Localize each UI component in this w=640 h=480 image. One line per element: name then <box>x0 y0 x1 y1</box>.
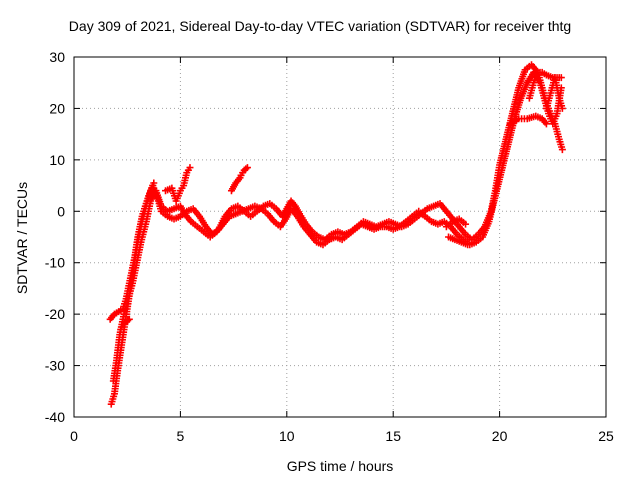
axis-ticks: 0 5 10 15 20 25 -40 -30 -20 -10 0 10 20 30 <box>45 49 614 444</box>
data-point <box>542 120 550 128</box>
y-tick-label: 10 <box>49 152 65 168</box>
y-tick-label: -30 <box>45 358 65 374</box>
data-point <box>125 315 133 323</box>
data-point <box>558 146 566 154</box>
data-point <box>557 74 565 82</box>
y-tick-label: -10 <box>45 255 65 271</box>
data-point <box>150 179 158 187</box>
data-marks <box>106 61 566 408</box>
x-tick-label: 0 <box>70 428 78 444</box>
data-point <box>558 104 566 112</box>
data-point <box>243 164 251 172</box>
x-tick-label: 10 <box>279 428 295 444</box>
x-axis-label: GPS time / hours <box>286 458 394 474</box>
y-tick-label: 20 <box>49 100 65 116</box>
y-tick-label: -40 <box>45 409 65 425</box>
data-point <box>464 241 472 249</box>
x-tick-label: 5 <box>177 428 185 444</box>
x-tick-label: 20 <box>492 428 508 444</box>
x-tick-label: 15 <box>385 428 401 444</box>
y-tick-label: 0 <box>57 203 65 219</box>
chart-title: Day 309 of 2021, Sidereal Day-to-day VTE… <box>68 18 572 34</box>
x-tick-label: 25 <box>598 428 614 444</box>
y-tick-label: -20 <box>45 306 65 322</box>
data-point <box>186 164 194 172</box>
data-point <box>462 220 470 228</box>
y-tick-label: 30 <box>49 49 65 65</box>
plot-frame <box>73 56 607 418</box>
